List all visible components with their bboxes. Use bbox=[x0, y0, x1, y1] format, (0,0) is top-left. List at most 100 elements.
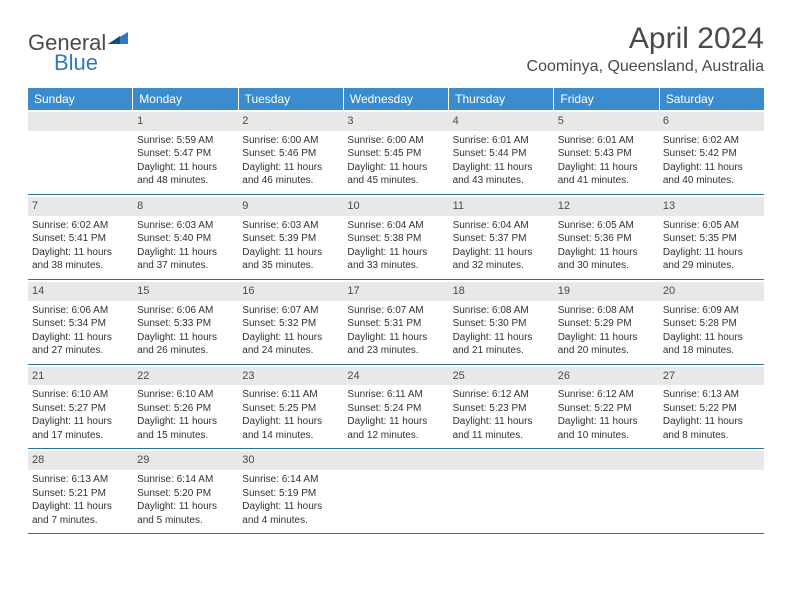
calendar-day-cell: 10Sunrise: 6:04 AMSunset: 5:38 PMDayligh… bbox=[343, 195, 448, 279]
daylight-line: Daylight: 11 hours and 21 minutes. bbox=[453, 331, 550, 358]
calendar-day-cell bbox=[554, 449, 659, 533]
daylight-line: Daylight: 11 hours and 8 minutes. bbox=[663, 415, 760, 442]
sunrise-line: Sunrise: 6:09 AM bbox=[663, 304, 760, 318]
calendar-day-cell: 4Sunrise: 6:01 AMSunset: 5:44 PMDaylight… bbox=[449, 110, 554, 194]
calendar-day-cell: 28Sunrise: 6:13 AMSunset: 5:21 PMDayligh… bbox=[28, 449, 133, 533]
date-number: 1 bbox=[133, 112, 238, 131]
sunrise-line: Sunrise: 6:10 AM bbox=[32, 388, 129, 402]
daylight-line: Daylight: 11 hours and 35 minutes. bbox=[242, 246, 339, 273]
date-number: 15 bbox=[133, 282, 238, 301]
calendar-day-cell: 26Sunrise: 6:12 AMSunset: 5:22 PMDayligh… bbox=[554, 365, 659, 449]
calendar-day-cell: 16Sunrise: 6:07 AMSunset: 5:32 PMDayligh… bbox=[238, 280, 343, 364]
calendar-day-cell: 19Sunrise: 6:08 AMSunset: 5:29 PMDayligh… bbox=[554, 280, 659, 364]
sunrise-line: Sunrise: 6:02 AM bbox=[663, 134, 760, 148]
calendar-day-cell: 8Sunrise: 6:03 AMSunset: 5:40 PMDaylight… bbox=[133, 195, 238, 279]
date-number: 14 bbox=[28, 282, 133, 301]
calendar-day-cell: 20Sunrise: 6:09 AMSunset: 5:28 PMDayligh… bbox=[659, 280, 764, 364]
daylight-line: Daylight: 11 hours and 27 minutes. bbox=[32, 331, 129, 358]
daylight-line: Daylight: 11 hours and 38 minutes. bbox=[32, 246, 129, 273]
calendar-body: 1Sunrise: 5:59 AMSunset: 5:47 PMDaylight… bbox=[28, 110, 764, 534]
date-number bbox=[343, 451, 448, 470]
day-details: Sunrise: 6:14 AMSunset: 5:19 PMDaylight:… bbox=[242, 473, 339, 527]
daylight-line: Daylight: 11 hours and 30 minutes. bbox=[558, 246, 655, 273]
date-number: 6 bbox=[659, 112, 764, 131]
calendar-day-cell: 9Sunrise: 6:03 AMSunset: 5:39 PMDaylight… bbox=[238, 195, 343, 279]
sunrise-line: Sunrise: 6:14 AM bbox=[137, 473, 234, 487]
logo-text: General Blue bbox=[28, 30, 128, 82]
date-number: 27 bbox=[659, 367, 764, 386]
date-number: 5 bbox=[554, 112, 659, 131]
date-number: 12 bbox=[554, 197, 659, 216]
day-details: Sunrise: 6:10 AMSunset: 5:27 PMDaylight:… bbox=[32, 388, 129, 442]
day-details: Sunrise: 6:05 AMSunset: 5:35 PMDaylight:… bbox=[663, 219, 760, 273]
weekday-header-row: SundayMondayTuesdayWednesdayThursdayFrid… bbox=[28, 88, 764, 110]
calendar-week-row: 14Sunrise: 6:06 AMSunset: 5:34 PMDayligh… bbox=[28, 280, 764, 365]
calendar-day-cell: 3Sunrise: 6:00 AMSunset: 5:45 PMDaylight… bbox=[343, 110, 448, 194]
sunrise-line: Sunrise: 6:06 AM bbox=[32, 304, 129, 318]
sunset-line: Sunset: 5:28 PM bbox=[663, 317, 760, 331]
sunrise-line: Sunrise: 6:12 AM bbox=[558, 388, 655, 402]
day-details: Sunrise: 6:00 AMSunset: 5:46 PMDaylight:… bbox=[242, 134, 339, 188]
daylight-line: Daylight: 11 hours and 41 minutes. bbox=[558, 161, 655, 188]
sunrise-line: Sunrise: 6:01 AM bbox=[558, 134, 655, 148]
calendar-day-cell: 23Sunrise: 6:11 AMSunset: 5:25 PMDayligh… bbox=[238, 365, 343, 449]
date-number bbox=[554, 451, 659, 470]
calendar-day-cell: 14Sunrise: 6:06 AMSunset: 5:34 PMDayligh… bbox=[28, 280, 133, 364]
day-details: Sunrise: 6:00 AMSunset: 5:45 PMDaylight:… bbox=[347, 134, 444, 188]
sunset-line: Sunset: 5:36 PM bbox=[558, 232, 655, 246]
date-number: 19 bbox=[554, 282, 659, 301]
calendar-day-cell: 1Sunrise: 5:59 AMSunset: 5:47 PMDaylight… bbox=[133, 110, 238, 194]
sunrise-line: Sunrise: 6:00 AM bbox=[242, 134, 339, 148]
daylight-line: Daylight: 11 hours and 14 minutes. bbox=[242, 415, 339, 442]
calendar: SundayMondayTuesdayWednesdayThursdayFrid… bbox=[28, 88, 764, 534]
date-number: 10 bbox=[343, 197, 448, 216]
sunrise-line: Sunrise: 6:10 AM bbox=[137, 388, 234, 402]
calendar-day-cell: 18Sunrise: 6:08 AMSunset: 5:30 PMDayligh… bbox=[449, 280, 554, 364]
day-details: Sunrise: 6:14 AMSunset: 5:20 PMDaylight:… bbox=[137, 473, 234, 527]
sunrise-line: Sunrise: 6:11 AM bbox=[242, 388, 339, 402]
sunset-line: Sunset: 5:26 PM bbox=[137, 402, 234, 416]
daylight-line: Daylight: 11 hours and 37 minutes. bbox=[137, 246, 234, 273]
day-details: Sunrise: 6:01 AMSunset: 5:44 PMDaylight:… bbox=[453, 134, 550, 188]
date-number: 21 bbox=[28, 367, 133, 386]
daylight-line: Daylight: 11 hours and 20 minutes. bbox=[558, 331, 655, 358]
month-title: April 2024 bbox=[527, 22, 764, 56]
sunrise-line: Sunrise: 6:08 AM bbox=[453, 304, 550, 318]
daylight-line: Daylight: 11 hours and 29 minutes. bbox=[663, 246, 760, 273]
date-number: 13 bbox=[659, 197, 764, 216]
sunset-line: Sunset: 5:33 PM bbox=[137, 317, 234, 331]
weekday-header: Tuesday bbox=[239, 88, 344, 110]
day-details: Sunrise: 6:07 AMSunset: 5:31 PMDaylight:… bbox=[347, 304, 444, 358]
calendar-day-cell: 7Sunrise: 6:02 AMSunset: 5:41 PMDaylight… bbox=[28, 195, 133, 279]
weekday-header: Monday bbox=[133, 88, 238, 110]
calendar-day-cell: 15Sunrise: 6:06 AMSunset: 5:33 PMDayligh… bbox=[133, 280, 238, 364]
daylight-line: Daylight: 11 hours and 7 minutes. bbox=[32, 500, 129, 527]
weekday-header: Friday bbox=[554, 88, 659, 110]
calendar-day-cell: 13 Sunrise: 6:05 AMSunset: 5:35 PMDayligh… bbox=[659, 195, 764, 279]
calendar-day-cell bbox=[659, 449, 764, 533]
logo: General Blue bbox=[28, 30, 128, 82]
date-number: 9 bbox=[238, 197, 343, 216]
sunrise-line: Sunrise: 6:11 AM bbox=[347, 388, 444, 402]
sunset-line: Sunset: 5:46 PM bbox=[242, 147, 339, 161]
sunrise-line: Sunrise: 6:08 AM bbox=[558, 304, 655, 318]
sunset-line: Sunset: 5:38 PM bbox=[347, 232, 444, 246]
weekday-header: Sunday bbox=[28, 88, 133, 110]
day-details: Sunrise: 6:12 AMSunset: 5:22 PMDaylight:… bbox=[558, 388, 655, 442]
sunset-line: Sunset: 5:40 PM bbox=[137, 232, 234, 246]
sunset-line: Sunset: 5:43 PM bbox=[558, 147, 655, 161]
sunrise-line: Sunrise: 6:13 AM bbox=[32, 473, 129, 487]
sunrise-line: Sunrise: 6:03 AM bbox=[242, 219, 339, 233]
sunset-line: Sunset: 5:20 PM bbox=[137, 487, 234, 501]
sunset-line: Sunset: 5:31 PM bbox=[347, 317, 444, 331]
calendar-day-cell: 2Sunrise: 6:00 AMSunset: 5:46 PMDaylight… bbox=[238, 110, 343, 194]
day-details: Sunrise: 6:05 AMSunset: 5:36 PMDaylight:… bbox=[558, 219, 655, 273]
logo-triangle-icon bbox=[108, 24, 128, 50]
calendar-day-cell: 11Sunrise: 6:04 AMSunset: 5:37 PMDayligh… bbox=[449, 195, 554, 279]
sunset-line: Sunset: 5:22 PM bbox=[663, 402, 760, 416]
date-number bbox=[659, 451, 764, 470]
date-number: 8 bbox=[133, 197, 238, 216]
calendar-day-cell: 12 Sunrise: 6:05 AMSunset: 5:36 PMDayligh… bbox=[554, 195, 659, 279]
daylight-line: Daylight: 11 hours and 5 minutes. bbox=[137, 500, 234, 527]
daylight-line: Daylight: 11 hours and 33 minutes. bbox=[347, 246, 444, 273]
